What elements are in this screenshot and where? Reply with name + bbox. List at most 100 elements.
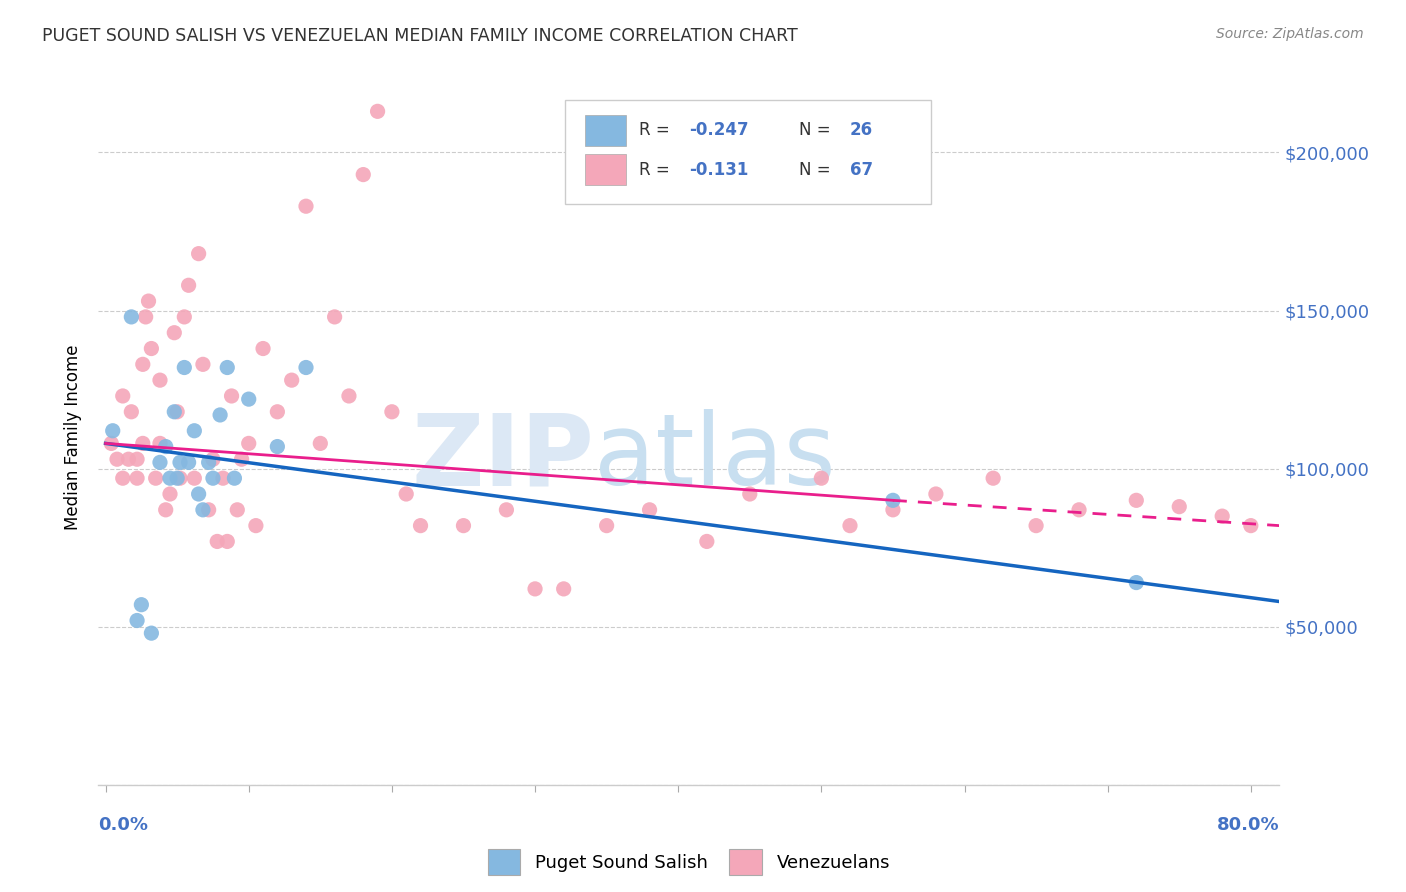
Point bbox=[295, 360, 318, 375]
Point bbox=[409, 518, 432, 533]
Point bbox=[159, 487, 181, 501]
Text: N =: N = bbox=[799, 161, 835, 179]
Point bbox=[125, 452, 148, 467]
Point bbox=[101, 424, 124, 438]
Point bbox=[191, 357, 214, 371]
Text: R =: R = bbox=[640, 120, 675, 138]
Point bbox=[882, 493, 904, 508]
Point bbox=[231, 452, 253, 467]
Point bbox=[1240, 518, 1263, 533]
Point bbox=[141, 342, 163, 356]
Text: 67: 67 bbox=[849, 161, 873, 179]
Text: Source: ZipAtlas.com: Source: ZipAtlas.com bbox=[1216, 27, 1364, 41]
Point bbox=[166, 405, 188, 419]
Point bbox=[105, 452, 128, 467]
Point bbox=[120, 310, 142, 324]
Point bbox=[224, 471, 246, 485]
Point bbox=[187, 487, 209, 501]
Point bbox=[183, 424, 205, 438]
Point bbox=[120, 405, 142, 419]
Point bbox=[352, 168, 374, 182]
Bar bbox=[585, 154, 626, 186]
Point bbox=[177, 278, 200, 293]
Point bbox=[1067, 503, 1090, 517]
Point bbox=[132, 436, 155, 450]
Point bbox=[309, 436, 332, 450]
Point bbox=[839, 518, 862, 533]
Point bbox=[209, 408, 232, 422]
Point bbox=[173, 360, 195, 375]
Point bbox=[163, 326, 186, 340]
Point bbox=[173, 310, 195, 324]
Point bbox=[191, 503, 214, 517]
Point bbox=[1125, 493, 1147, 508]
Point bbox=[221, 389, 243, 403]
Point bbox=[217, 360, 239, 375]
Point bbox=[981, 471, 1004, 485]
Point bbox=[155, 440, 177, 454]
Point bbox=[381, 405, 404, 419]
Point bbox=[738, 487, 761, 501]
Point bbox=[295, 199, 318, 213]
Point bbox=[111, 471, 134, 485]
Point bbox=[100, 436, 122, 450]
Point bbox=[201, 452, 224, 467]
Point bbox=[169, 455, 191, 469]
Point bbox=[201, 471, 224, 485]
Text: PUGET SOUND SALISH VS VENEZUELAN MEDIAN FAMILY INCOME CORRELATION CHART: PUGET SOUND SALISH VS VENEZUELAN MEDIAN … bbox=[42, 27, 799, 45]
Text: 0.0%: 0.0% bbox=[98, 816, 149, 834]
Text: -0.247: -0.247 bbox=[689, 120, 748, 138]
Point bbox=[217, 534, 239, 549]
Point bbox=[280, 373, 302, 387]
Point bbox=[238, 392, 260, 406]
Point bbox=[117, 452, 139, 467]
Point bbox=[149, 373, 172, 387]
Point bbox=[266, 440, 288, 454]
Point bbox=[145, 471, 167, 485]
Text: N =: N = bbox=[799, 120, 835, 138]
Point bbox=[245, 518, 267, 533]
Bar bbox=[585, 115, 626, 146]
Point bbox=[323, 310, 346, 324]
Point bbox=[226, 503, 249, 517]
Point bbox=[135, 310, 157, 324]
Point bbox=[197, 503, 219, 517]
Point bbox=[882, 503, 904, 517]
Y-axis label: Median Family Income: Median Family Income bbox=[65, 344, 83, 530]
Point bbox=[238, 436, 260, 450]
Point bbox=[453, 518, 475, 533]
Point bbox=[810, 471, 832, 485]
Text: R =: R = bbox=[640, 161, 681, 179]
Text: atlas: atlas bbox=[595, 409, 837, 507]
Point bbox=[111, 389, 134, 403]
Point bbox=[395, 487, 418, 501]
Point bbox=[187, 246, 209, 260]
Point bbox=[696, 534, 718, 549]
Point bbox=[337, 389, 360, 403]
FancyBboxPatch shape bbox=[565, 100, 931, 204]
Point bbox=[207, 534, 229, 549]
Text: ZIP: ZIP bbox=[412, 409, 595, 507]
Point bbox=[1125, 575, 1147, 590]
Point bbox=[183, 471, 205, 485]
Legend: Puget Sound Salish, Venezuelans: Puget Sound Salish, Venezuelans bbox=[479, 840, 898, 884]
Point bbox=[1211, 509, 1233, 524]
Point bbox=[197, 455, 219, 469]
Point bbox=[149, 436, 172, 450]
Point bbox=[163, 405, 186, 419]
Point bbox=[159, 471, 181, 485]
Text: 26: 26 bbox=[849, 120, 873, 138]
Text: 80.0%: 80.0% bbox=[1216, 816, 1279, 834]
Point bbox=[1168, 500, 1191, 514]
Point bbox=[131, 598, 153, 612]
Point bbox=[177, 455, 200, 469]
Point bbox=[138, 294, 160, 309]
Point bbox=[266, 405, 288, 419]
Point bbox=[553, 582, 575, 596]
Point bbox=[925, 487, 948, 501]
Point bbox=[166, 471, 188, 485]
Point bbox=[149, 455, 172, 469]
Point bbox=[132, 357, 155, 371]
Point bbox=[524, 582, 547, 596]
Point bbox=[212, 471, 235, 485]
